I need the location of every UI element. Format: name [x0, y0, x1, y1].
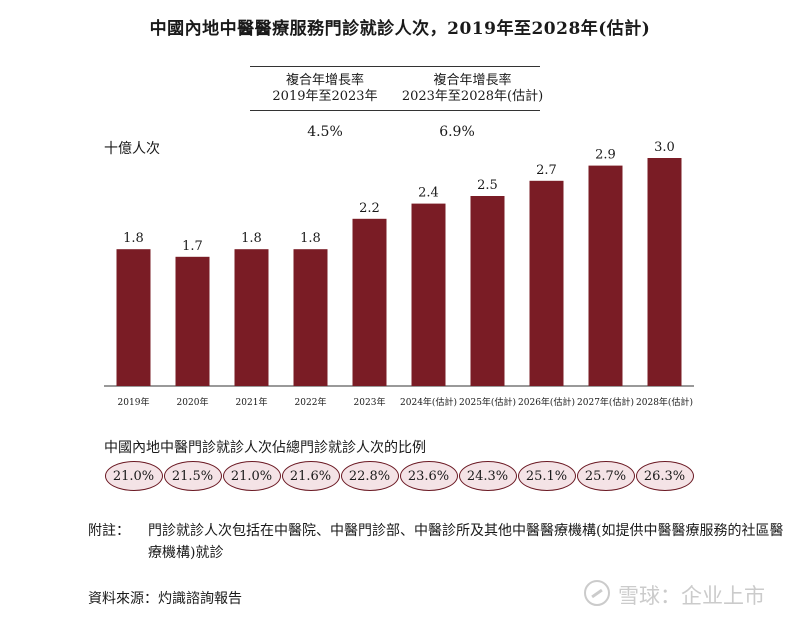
bar: [234, 249, 269, 386]
x-tick-label: 2019年: [118, 396, 150, 408]
cagr-top-rule: [250, 66, 540, 67]
x-tick-label: 2025年(估計): [459, 396, 516, 408]
snowball-logo-icon: [584, 580, 610, 606]
ratio-title: 中國內地中醫門診就診人次佔總門診就診人次的比例: [104, 440, 426, 456]
bar-value-label: 2.9: [595, 148, 616, 163]
ratio-pill: 21.0%: [222, 461, 281, 491]
ratio-pill: 21.6%: [281, 461, 340, 491]
y-axis-unit-label: 十億人次: [104, 141, 160, 157]
watermark-text: 雪球：企业上市: [618, 584, 765, 608]
bar: [411, 203, 446, 386]
ratio-pill: 25.7%: [576, 461, 635, 491]
ratio-pill: 24.3%: [458, 461, 517, 491]
bar-value-label: 1.8: [241, 231, 262, 246]
cagr-value-2019-2023: 4.5%: [307, 124, 343, 140]
cagr-value-2023-2028: 6.9%: [439, 124, 475, 140]
bar-value-label: 2.4: [418, 186, 439, 201]
ratio-pill: 21.5%: [163, 461, 222, 491]
bar: [116, 249, 151, 386]
bar-value-label: 2.7: [536, 163, 557, 178]
bar: [529, 180, 564, 386]
bar: [647, 158, 682, 386]
x-tick-label: 2020年: [177, 396, 209, 408]
x-tick-label: 2021年: [236, 396, 268, 408]
bar-value-label: 3.0: [654, 140, 675, 155]
x-tick-label: 2023年: [354, 396, 386, 408]
ratio-pill: 25.1%: [517, 461, 576, 491]
cagr-header-line2: 2023年至2028年(估計): [401, 89, 544, 104]
cagr-header-line2: 2019年至2023年: [272, 89, 378, 104]
x-tick-label: 2022年: [295, 396, 327, 408]
x-tick-label: 2024年(估計): [400, 396, 457, 408]
cagr-header-2023-2028: 複合年增長率 2023年至2028年(估計): [400, 73, 545, 105]
cagr-header-line1: 複合年增長率: [285, 73, 364, 88]
x-tick-label: 2028年(估計): [636, 396, 693, 408]
bar-chart: 1.8 2019年 1.7 2020年 1.8 2021年 1.8 2022年 2.2 2023年…: [104, 140, 694, 408]
footnote-label: 附註：: [88, 523, 130, 539]
bar-value-label: 2.5: [477, 178, 498, 193]
footnote-text: 門診就診人次包括在中醫院、中醫門診部、中醫診所及其他中醫醫療機構(如提供中醫醫療…: [148, 523, 784, 561]
bar: [293, 249, 328, 386]
bar-value-label: 1.8: [300, 231, 321, 246]
ratio-pill: 23.6%: [399, 461, 458, 491]
bar: [470, 196, 505, 386]
bar: [352, 218, 387, 386]
bar-value-label: 2.2: [359, 201, 380, 216]
chart-title: 中國內地中醫醫療服務門診就診人次，2019年至2028年(估計): [149, 19, 651, 39]
bar-value-label: 1.8: [123, 231, 144, 246]
x-tick-label: 2027年(估計): [577, 396, 634, 408]
ratio-pill: 21.0%: [104, 461, 163, 491]
watermark: 雪球：企业上市: [584, 580, 784, 608]
source-note: 資料來源：灼識諮詢報告: [88, 591, 242, 607]
cagr-header-2019-2023: 複合年增長率 2019年至2023年: [250, 73, 400, 105]
cagr-mid-rule: [250, 110, 540, 111]
ratio-pill: 22.8%: [340, 461, 399, 491]
bar: [175, 256, 210, 386]
ratio-row: 21.0% 21.5% 21.0% 21.6% 22.8% 23.6% 24.3% 25.1%…: [104, 461, 704, 495]
bar-value-label: 1.7: [182, 239, 203, 254]
ratio-pill: 26.3%: [635, 461, 694, 491]
bar: [588, 165, 623, 386]
cagr-header-line1: 複合年增長率: [433, 73, 512, 88]
x-tick-label: 2026年(估計): [518, 396, 575, 408]
